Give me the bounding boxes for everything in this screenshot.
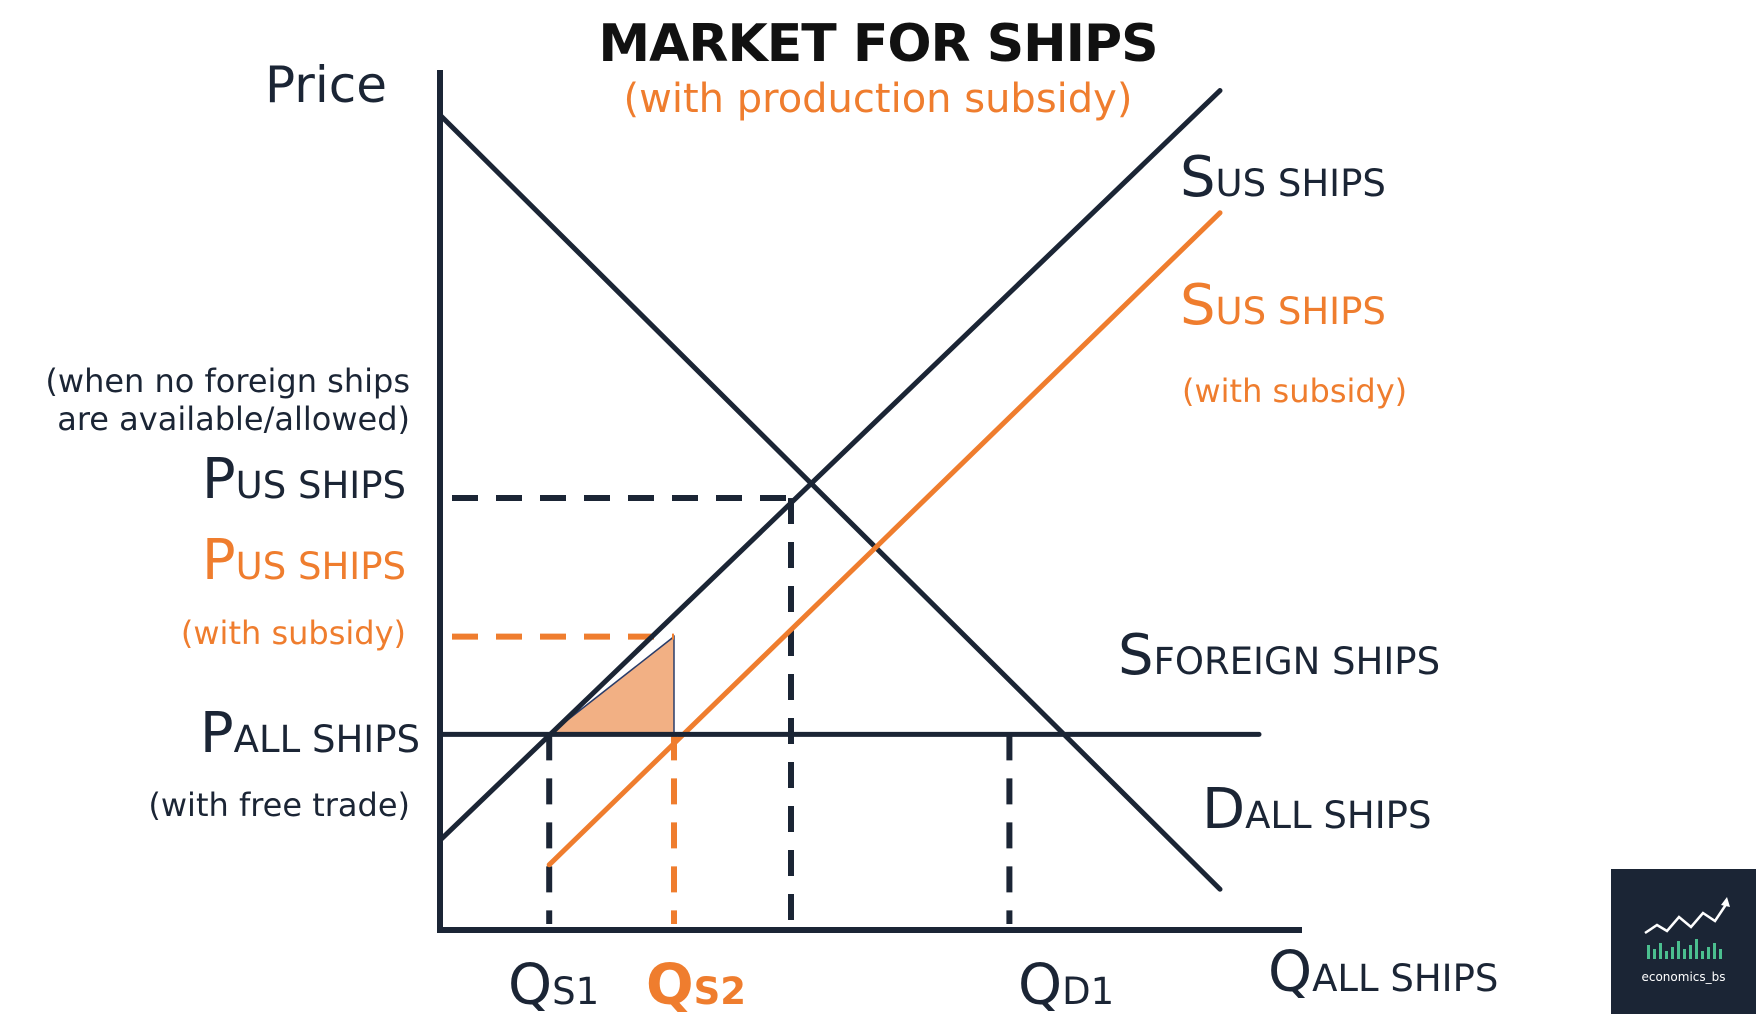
x-axis-label-sub: ALL SHIPS: [1312, 957, 1499, 1000]
chart-subtitle: (with production subsidy): [623, 76, 1133, 122]
qs2-label: QS2: [646, 953, 747, 1018]
supply-us-label: SUS SHIPS: [1180, 145, 1386, 210]
supply_us-line: [437, 88, 1223, 843]
supply-foreign-label: SFOREIGN SHIPS: [1118, 623, 1441, 688]
x-axis-label-main: Q: [1268, 940, 1313, 1005]
logo-text: economics_bs: [1641, 970, 1726, 984]
p-all-note: (with free trade): [148, 786, 410, 824]
p-all-label: PALL SHIPS: [199, 701, 420, 766]
qs1-label: QS1: [508, 953, 600, 1018]
p-us-subsidy-note: (with subsidy): [180, 614, 406, 652]
p-us-subsidy-label: PUS SHIPS: [201, 528, 406, 593]
p-us-note: (when no foreign ships are available/all…: [45, 362, 410, 438]
p-us-label: PUS SHIPS: [201, 447, 406, 512]
qd1-label: QD1: [1018, 953, 1115, 1018]
brand-logo: economics_bs: [1611, 869, 1756, 1014]
supply-us-subsidy-label: SUS SHIPS: [1180, 273, 1386, 338]
trend-chart-icon: [1644, 897, 1730, 959]
x-axis-label: QALL SHIPS: [1268, 945, 1498, 1001]
y-axis-label: Price: [265, 56, 387, 114]
supply-us-subsidy-note: (with subsidy): [1182, 372, 1408, 410]
supply_us_subsidy-line: [546, 210, 1223, 868]
demand-line: [437, 112, 1223, 892]
demand-label: DALL SHIPS: [1202, 777, 1432, 842]
chart-title: MARKET FOR SHIPS: [598, 14, 1158, 74]
